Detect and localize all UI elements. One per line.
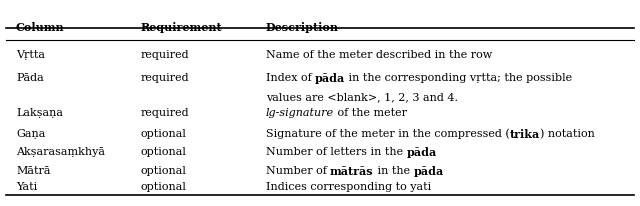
Text: required: required <box>141 50 189 61</box>
Text: optional: optional <box>141 166 187 176</box>
Text: in the: in the <box>374 166 413 176</box>
Text: lg-signature: lg-signature <box>266 108 333 118</box>
Text: Requirement: Requirement <box>141 22 223 33</box>
Text: optional: optional <box>141 182 187 192</box>
Text: Yati: Yati <box>16 182 37 192</box>
Text: pāda: pāda <box>406 147 436 158</box>
Text: Index of: Index of <box>266 73 315 83</box>
Text: of the meter: of the meter <box>333 108 407 118</box>
Text: Pāda: Pāda <box>16 73 44 83</box>
Text: Number of: Number of <box>266 166 330 176</box>
Text: required: required <box>141 73 189 83</box>
Text: Lakṣaṇa: Lakṣaṇa <box>16 108 63 118</box>
Text: optional: optional <box>141 129 187 139</box>
Text: Indices corresponding to yati: Indices corresponding to yati <box>266 182 431 192</box>
Text: Column: Column <box>16 22 65 33</box>
Text: Akṣarasaṃkhyā: Akṣarasaṃkhyā <box>16 147 105 157</box>
Text: trika: trika <box>509 129 540 140</box>
Text: Number of letters in the: Number of letters in the <box>266 147 406 157</box>
Text: pāda: pāda <box>413 166 444 177</box>
Text: ) notation: ) notation <box>540 129 595 139</box>
Text: Description: Description <box>266 22 339 33</box>
Text: optional: optional <box>141 147 187 157</box>
Text: Name of the meter described in the row: Name of the meter described in the row <box>266 50 492 61</box>
Text: Vṛtta: Vṛtta <box>16 50 45 61</box>
Text: required: required <box>141 108 189 118</box>
Text: Mātrā: Mātrā <box>16 166 51 176</box>
Text: values are <blank>, 1, 2, 3 and 4.: values are <blank>, 1, 2, 3 and 4. <box>266 93 458 103</box>
Text: in the corresponding vṛtta; the possible: in the corresponding vṛtta; the possible <box>345 73 572 83</box>
Text: mātrās: mātrās <box>330 166 374 177</box>
Text: Gaṇa: Gaṇa <box>16 129 45 139</box>
Text: Signature of the meter in the compressed (: Signature of the meter in the compressed… <box>266 129 509 139</box>
Text: pāda: pāda <box>315 73 345 84</box>
